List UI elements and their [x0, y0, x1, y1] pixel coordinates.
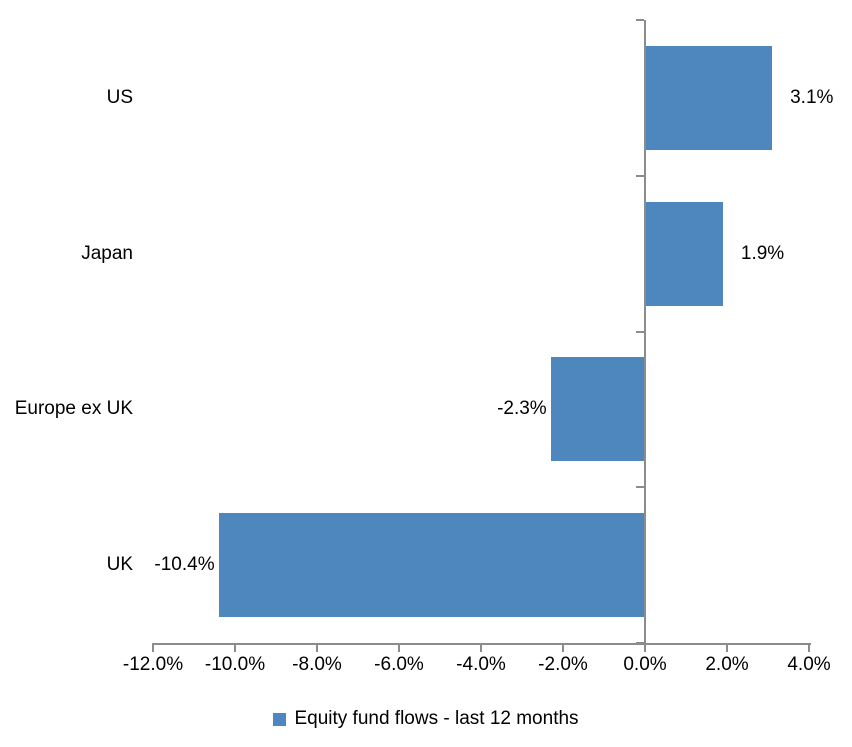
value-label-us: 3.1% — [790, 86, 834, 108]
y-axis-category-tick-4 — [636, 642, 644, 644]
x-tick-label--10-0-: -10.0% — [204, 654, 266, 675]
legend-label: Equity fund flows - last 12 months — [294, 708, 579, 729]
x-tick--4-0- — [480, 643, 482, 652]
x-axis-line — [153, 643, 811, 645]
x-tick--10-0- — [234, 643, 236, 652]
x-tick-label-4-0-: 4.0% — [787, 654, 831, 675]
x-tick-label--12-0-: -12.0% — [122, 654, 184, 675]
legend: Equity fund flows - last 12 months — [0, 704, 852, 734]
x-tick-label-0-0-: 0.0% — [623, 654, 667, 675]
category-label-japan: Japan — [81, 242, 133, 264]
x-tick-label--2-0-: -2.0% — [538, 654, 588, 675]
y-axis-line — [644, 20, 646, 645]
y-axis-category-tick-2 — [636, 330, 644, 333]
x-tick-0-0- — [644, 643, 646, 652]
bar-uk — [218, 513, 645, 618]
value-label-japan: 1.9% — [740, 242, 785, 264]
y-axis-category-tick-3 — [636, 486, 644, 489]
x-tick--8-0- — [316, 643, 318, 652]
x-tick-label-2-0-: 2.0% — [705, 654, 749, 675]
x-tick--2-0- — [562, 643, 564, 652]
x-tick--6-0- — [398, 643, 400, 652]
category-label-europe-ex-uk: Europe ex UK — [14, 398, 133, 420]
legend-swatch-icon — [273, 712, 287, 726]
x-tick--12-0- — [152, 643, 154, 652]
x-tick-label--6-0-: -6.0% — [374, 654, 424, 675]
x-tick-label--4-0-: -4.0% — [456, 654, 506, 675]
value-label-uk: -10.4% — [154, 554, 215, 576]
bar-us — [645, 45, 773, 150]
category-label-us: US — [106, 86, 133, 108]
bar-europe-ex-uk — [550, 357, 645, 462]
x-tick-2-0- — [726, 643, 728, 652]
bar-japan — [645, 201, 723, 306]
x-tick-4-0- — [808, 643, 810, 652]
y-axis-category-tick-0 — [636, 19, 644, 21]
value-label-europe-ex-uk: -2.3% — [497, 398, 547, 420]
x-tick-label--8-0-: -8.0% — [292, 654, 342, 675]
category-label-uk: UK — [106, 554, 133, 576]
y-axis-category-tick-1 — [636, 174, 644, 177]
